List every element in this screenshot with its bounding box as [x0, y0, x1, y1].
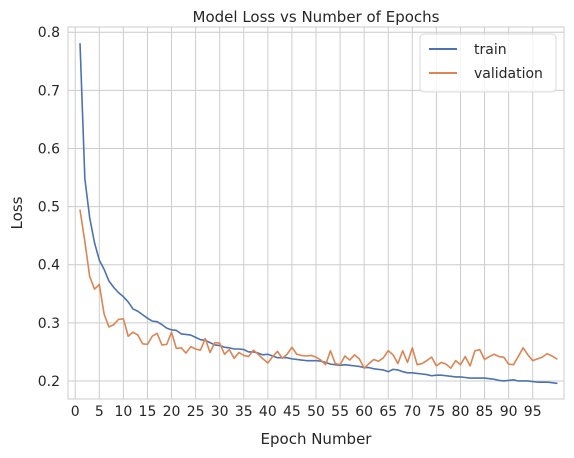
x-tick-label: 75: [427, 404, 445, 420]
x-tick-label: 85: [476, 404, 494, 420]
x-tick-label: 35: [235, 404, 253, 420]
x-tick-label: 25: [187, 404, 205, 420]
chart-title: Model Loss vs Number of Epochs: [193, 8, 440, 26]
plot-frame: [67, 26, 565, 400]
x-tick-label: 70: [403, 404, 421, 420]
x-tick-label: 15: [139, 404, 157, 420]
y-axis-title: Loss: [8, 196, 26, 229]
x-tick-label: 55: [331, 404, 349, 420]
y-tick-label: 0.8: [38, 25, 60, 41]
series-line-train: [79, 43, 558, 385]
x-tick-label: 30: [211, 404, 229, 420]
x-tick-label: 40: [259, 404, 277, 420]
x-tick-label: 10: [114, 404, 132, 420]
x-tick-label: 90: [500, 404, 518, 420]
y-tick-label: 0.7: [38, 83, 60, 99]
y-tick-label: 0.2: [38, 374, 60, 390]
y-tick-label: 0.3: [38, 316, 60, 332]
x-tick-label: 95: [524, 404, 542, 420]
x-tick-label: 50: [307, 404, 325, 420]
legend: train validation: [419, 33, 557, 93]
legend-label-validation: validation: [474, 66, 543, 82]
y-tick-label: 0.4: [38, 258, 60, 274]
x-tick-label: 45: [283, 404, 301, 420]
grid-layer: [68, 27, 564, 399]
x-tick-label: 60: [355, 404, 373, 420]
x-tick-label: 20: [163, 404, 181, 420]
x-axis-title: Epoch Number: [261, 430, 373, 448]
y-tick-label: 0.5: [38, 200, 60, 216]
series-line-validation: [79, 209, 558, 369]
y-tick-labels: 0.2 0.3 0.4 0.5 0.6 0.7 0.8: [38, 25, 60, 390]
y-tick-label: 0.6: [38, 141, 60, 157]
x-tick-label: 5: [95, 404, 104, 420]
x-tick-label: 0: [71, 404, 80, 420]
legend-label-train: train: [474, 42, 507, 58]
x-tick-labels: 0 5 10 15 20 25 30 35 40 45 50 55 60 65 70 75 80 85 90 95: [71, 404, 542, 420]
x-tick-label: 80: [452, 404, 470, 420]
x-tick-label: 65: [379, 404, 397, 420]
series-layer: [79, 43, 558, 385]
